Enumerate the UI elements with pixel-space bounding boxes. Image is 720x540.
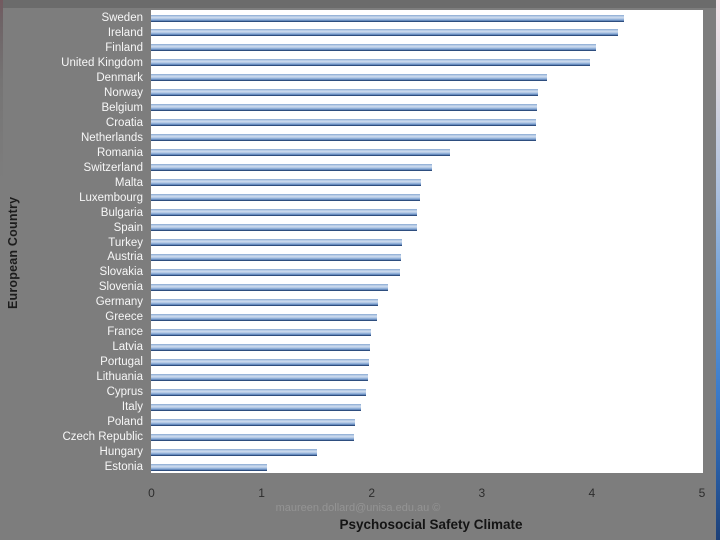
x-tick-label: 1	[258, 486, 265, 500]
category-label: Finland	[105, 41, 143, 54]
x-tick-label: 5	[698, 486, 706, 500]
bar-italy	[151, 403, 362, 411]
slide-top-border	[0, 0, 720, 8]
category-label: Romania	[96, 146, 143, 159]
bar-luxembourg	[151, 194, 420, 202]
category-label: Switzerland	[83, 161, 143, 174]
category-label: Netherlands	[80, 131, 143, 144]
category-label: Denmark	[96, 71, 143, 84]
bar-greece	[151, 313, 377, 321]
category-label: Malta	[114, 176, 143, 189]
category-label: Slovakia	[99, 266, 143, 279]
bar-norway	[151, 89, 538, 97]
bar-spain	[151, 224, 417, 232]
category-labels: Sweden Ireland Finland United Kingdom Denmar…	[0, 0, 145, 480]
category-label: Turkey	[108, 236, 143, 249]
bar-cyprus	[151, 388, 366, 396]
category-label: Hungary	[99, 446, 143, 459]
bar-austria	[151, 253, 402, 261]
bar-portugal	[151, 358, 370, 366]
bar-croatia	[151, 119, 536, 127]
x-tick-label: 0	[148, 486, 155, 500]
category-label: Belgium	[101, 101, 143, 114]
category-label: Slovenia	[98, 281, 143, 294]
bar-latvia	[151, 343, 371, 351]
bar-germany	[151, 298, 378, 306]
category-label: Greece	[105, 311, 143, 324]
bar-slovakia	[151, 268, 401, 276]
category-label: Estonia	[104, 461, 143, 473]
category-label: Sweden	[101, 12, 143, 24]
bar-slovenia	[151, 283, 388, 291]
category-label: Cyprus	[106, 386, 143, 399]
bar-belgium	[151, 104, 537, 112]
bar-malta	[151, 179, 421, 187]
category-label: Austria	[107, 251, 143, 264]
category-label: Bulgaria	[100, 206, 143, 219]
watermark: maureen.dollard@unisa.edu.au ©	[275, 502, 441, 514]
category-label: Norway	[104, 86, 143, 99]
bar-ireland	[151, 29, 619, 37]
bar-bulgaria	[151, 209, 417, 217]
category-label: France	[107, 326, 143, 339]
bar-france	[151, 328, 372, 336]
bar-estonia	[151, 463, 267, 471]
x-axis-ticks: 0 1 2 3 4 5	[0, 486, 720, 501]
bar-united-kingdom	[151, 59, 590, 67]
bar-finland	[151, 44, 597, 52]
bar-sweden	[151, 14, 624, 22]
x-tick-label: 3	[478, 486, 486, 500]
category-label: Lithuania	[96, 371, 143, 384]
category-label: Germany	[95, 296, 143, 309]
category-label: Czech Republic	[62, 431, 143, 444]
x-axis-title: Psychosocial Safety Climate	[339, 517, 523, 532]
x-tick-label: 2	[368, 486, 376, 500]
slide-background-edge	[716, 0, 720, 540]
bar-czech-republic	[151, 433, 354, 441]
slide-left-edge	[0, 0, 3, 180]
category-label: Portugal	[100, 356, 143, 369]
x-tick-label: 4	[588, 486, 596, 500]
category-label: Italy	[121, 401, 143, 414]
category-label: Luxembourg	[79, 191, 143, 204]
bar-denmark	[151, 74, 547, 82]
bar-lithuania	[151, 373, 369, 381]
bar-poland	[151, 418, 355, 426]
bar-turkey	[151, 239, 403, 246]
category-label: United Kingdom	[61, 56, 143, 69]
category-label: Croatia	[105, 116, 143, 129]
category-label: Poland	[107, 416, 143, 429]
bar-romania	[151, 149, 450, 157]
bar-netherlands	[151, 134, 536, 142]
plot-area	[151, 10, 703, 473]
bar-hungary	[151, 448, 318, 456]
category-label: Spain	[113, 221, 143, 234]
category-label: Ireland	[107, 26, 143, 39]
y-axis-title: European Country	[6, 196, 20, 310]
bar-switzerland	[151, 164, 432, 172]
category-label: Latvia	[112, 341, 143, 354]
